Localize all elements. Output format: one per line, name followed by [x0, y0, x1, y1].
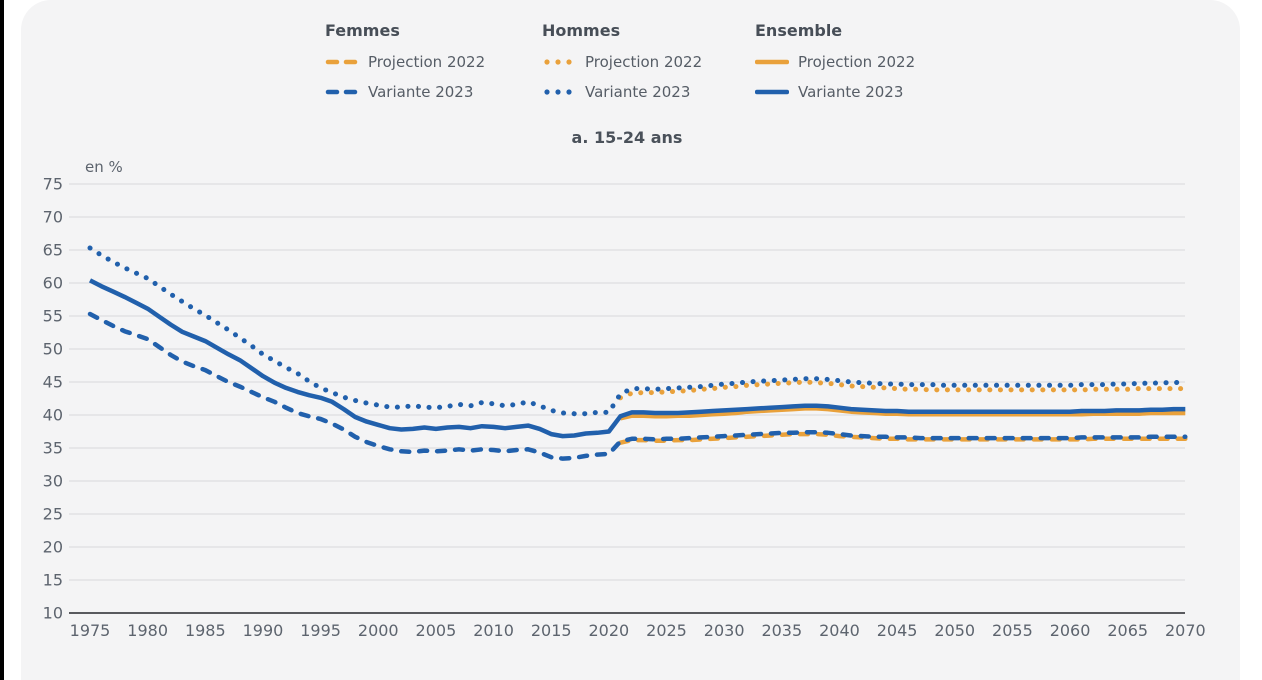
legend-group-ensemble: Ensemble Projection 2022 Variante 2023	[755, 20, 915, 102]
x-axis-tick-label: 2045	[877, 621, 918, 640]
legend-group-header: Femmes	[325, 21, 400, 40]
y-axis-tick-label: 70	[43, 208, 63, 227]
x-axis-tick-label: 1975	[70, 621, 111, 640]
legend-swatch-dashed-line	[325, 89, 358, 94]
y-axis-tick-label: 55	[43, 307, 63, 326]
series-line-femmes-projection-2022	[618, 431, 1188, 445]
y-axis-tick-label: 45	[43, 373, 63, 392]
x-axis-tick-label: 2030	[704, 621, 745, 640]
x-axis-tick-label: 2020	[588, 621, 629, 640]
legend-item-label: Projection 2022	[585, 52, 703, 71]
legend-group-femmes: Femmes Projection 2022 Variante 2023	[325, 20, 485, 102]
x-axis-tick-label: 2065	[1107, 621, 1148, 640]
y-axis-tick-label: 35	[43, 439, 63, 458]
series-line-ensemble-projection-2022	[619, 406, 1186, 421]
legend-item-label: Projection 2022	[798, 52, 916, 71]
y-axis-tick-label: 15	[43, 571, 63, 590]
y-axis-tick-label: 20	[43, 538, 63, 557]
legend-swatch-dotted-line	[544, 88, 572, 95]
x-axis-tick-label: 1980	[127, 621, 168, 640]
x-axis-tick-label: 2000	[358, 621, 399, 640]
window-edge-bar	[0, 0, 4, 680]
y-axis-tick-label: 50	[43, 340, 63, 359]
chart-title: a. 15-24 ans	[571, 128, 683, 147]
legend-item-label: Variante 2023	[585, 82, 691, 101]
chart-card: Femmes Projection 2022 Variante 2023 Hommes…	[21, 0, 1240, 680]
legend-swatch-dashed-line	[325, 59, 358, 64]
y-axis-tick-label: 60	[43, 274, 63, 293]
legend-item: Projection 2022	[755, 51, 915, 72]
chart-legend: Femmes Projection 2022 Variante 2023 Hommes…	[21, 20, 1240, 110]
x-axis-tick-label: 2060	[1050, 621, 1091, 640]
y-axis-tick-label: 75	[43, 175, 63, 194]
x-axis-tick-label: 2040	[819, 621, 860, 640]
x-axis-tick-label: 2035	[761, 621, 802, 640]
series-line-hommes-variante-2023	[87, 245, 1188, 417]
legend-item: Variante 2023	[755, 81, 915, 102]
legend-item: Projection 2022	[325, 51, 485, 72]
legend-group-header: Hommes	[542, 21, 621, 40]
x-axis-tick-label: 2015	[531, 621, 572, 640]
legend-group-hommes: Hommes Projection 2022 Variante 2023	[542, 20, 702, 102]
x-axis-tick-label: 2010	[473, 621, 514, 640]
x-axis-tick-label: 2070	[1165, 621, 1206, 640]
x-axis-tick-label: 1985	[185, 621, 226, 640]
series-line-hommes-projection-2022	[617, 379, 1188, 401]
x-axis-tick-label: 2055	[992, 621, 1033, 640]
legend-item: Variante 2023	[325, 81, 485, 102]
legend-item: Projection 2022	[542, 51, 702, 72]
legend-item-label: Variante 2023	[368, 82, 474, 101]
y-axis-tick-label: 10	[43, 604, 63, 623]
legend-swatch-dotted-line	[544, 58, 572, 65]
y-axis-tick-label: 25	[43, 505, 63, 524]
y-axis-tick-label: 40	[43, 406, 63, 425]
legend-group-header: Ensemble	[755, 21, 843, 40]
x-axis-tick-label: 2025	[646, 621, 687, 640]
legend-item-label: Variante 2023	[798, 82, 904, 101]
series-line-ensemble-variante-2023	[88, 278, 1186, 439]
y-axis-tick-label: 65	[43, 241, 63, 260]
y-axis-unit-label: en %	[85, 158, 123, 176]
x-axis-tick-label: 1995	[300, 621, 341, 640]
x-axis-tick-label: 2005	[416, 621, 457, 640]
series-line-femmes-variante-2023	[87, 311, 1188, 461]
legend-swatch-solid-line	[755, 59, 789, 64]
x-axis-tick-label: 2050	[934, 621, 975, 640]
x-axis-tick-label: 1990	[243, 621, 284, 640]
legend-item: Variante 2023	[542, 81, 702, 102]
y-axis-tick-label: 30	[43, 472, 63, 491]
legend-item-label: Projection 2022	[368, 52, 486, 71]
legend-swatch-solid-line	[755, 89, 789, 94]
